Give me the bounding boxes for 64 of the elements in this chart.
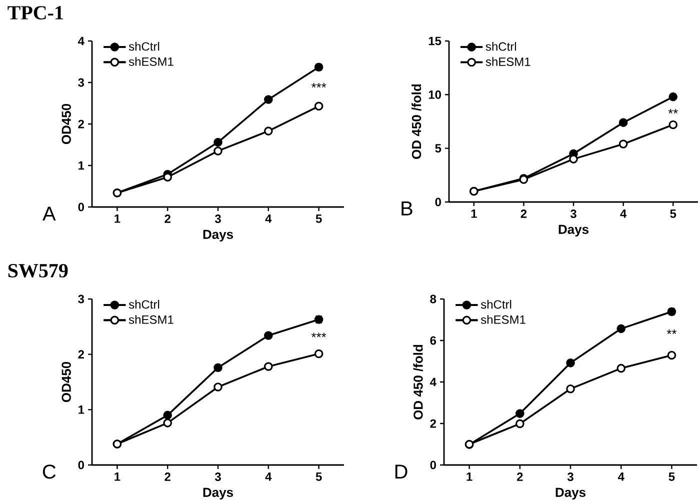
annotation: *** (311, 332, 326, 338)
x-tick-label: 4 (265, 214, 272, 223)
y-tick-label: 2 (78, 120, 84, 128)
y-tick-label: 3 (78, 78, 84, 87)
legend-label: shESM1 (486, 57, 530, 66)
x-tick-label: 5 (316, 214, 322, 223)
text: A (42, 206, 56, 221)
x-tick-label: 1 (114, 214, 120, 223)
y-tick-label: 4 (78, 36, 84, 46)
x-axis-title: Days (203, 230, 234, 242)
legend-label: shCtrl (480, 300, 512, 309)
y-axis-title: OD450 (62, 362, 71, 402)
y-tick-label: 3 (78, 294, 84, 304)
legend-label: shCtrl (128, 42, 160, 51)
annotation: *** (311, 83, 326, 88)
x-tick-label: 3 (567, 472, 574, 482)
y-tick-label: 8 (430, 294, 436, 304)
y-tick-label: 15 (428, 36, 442, 46)
y-tick-label: 10 (428, 90, 441, 99)
y-axis-title: OD450 (62, 104, 71, 144)
y-tick-label: 2 (430, 419, 436, 428)
x-tick-label: 4 (265, 472, 272, 481)
y-tick-label: 0 (78, 460, 84, 470)
y-tick-label: 4 (430, 378, 436, 386)
y-tick-label: 0 (430, 460, 436, 470)
x-tick-label: 3 (570, 210, 576, 218)
chart-title: TPC-1 (8, 6, 63, 20)
legend-label: shESM1 (128, 57, 174, 66)
y-tick-label: 0 (435, 198, 441, 206)
chart-title: SW579 (8, 264, 68, 278)
x-tick-label: 2 (520, 210, 527, 218)
x-tick-label: 2 (164, 214, 170, 223)
x-tick-label: 3 (214, 472, 221, 482)
legend-label: shESM1 (128, 315, 174, 324)
y-tick-label: 1 (78, 161, 84, 170)
x-tick-label: 2 (164, 472, 170, 481)
x-tick-label: 5 (668, 472, 675, 481)
y-axis-title: OD 450 /fold (413, 344, 423, 420)
y-tick-label: 2 (78, 350, 84, 359)
x-axis-title: Days (203, 488, 234, 500)
legend-label: shCtrl (486, 42, 516, 51)
y-axis-title: OD 450 /fold (412, 84, 422, 159)
legend-label: shCtrl (128, 300, 160, 309)
legend-label: shESM1 (480, 315, 526, 324)
x-tick-label: 1 (114, 472, 120, 481)
text: B (402, 202, 412, 216)
x-tick-label: 4 (618, 472, 624, 481)
x-tick-label: 2 (516, 472, 523, 481)
y-tick-label: 1 (78, 406, 84, 414)
y-tick-label: 6 (430, 336, 436, 345)
x-tick-label: 5 (670, 210, 676, 218)
x-tick-label: 1 (466, 472, 472, 481)
text: D (395, 464, 408, 479)
x-axis-title: Days (556, 488, 586, 500)
x-tick-label: 1 (471, 210, 477, 218)
y-tick-label: 0 (78, 202, 84, 212)
text: C (42, 464, 56, 479)
x-tick-label: 5 (316, 472, 322, 481)
x-tick-label: 4 (620, 210, 627, 218)
annotation: ** (668, 108, 678, 114)
annotation: ** (666, 329, 677, 334)
y-tick-label: 5 (435, 144, 442, 153)
x-tick-label: 3 (214, 214, 221, 224)
x-axis-title: Days (558, 224, 589, 237)
